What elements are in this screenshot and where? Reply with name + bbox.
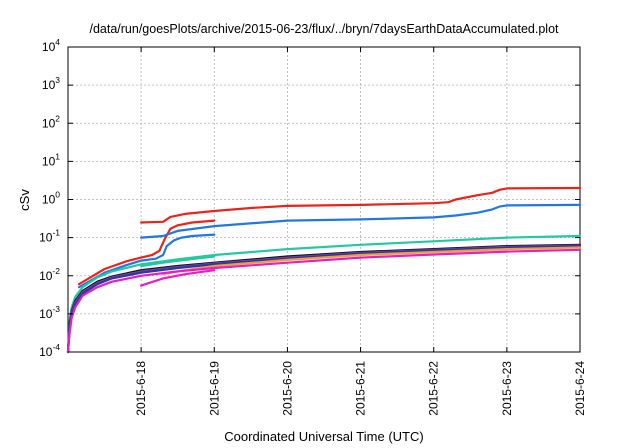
chart-title: /data/run/goesPlots/archive/2015-06-23/f…: [89, 22, 559, 36]
y-tick-label: 101: [42, 151, 60, 168]
series-line: [66, 234, 582, 354]
x-tick-label: 2015-6-21: [354, 361, 368, 416]
y-tick-label: 104: [42, 37, 60, 54]
x-tick-label: 2015-6-20: [280, 361, 294, 416]
grid: [68, 47, 580, 352]
y-tick-label: 10-1: [39, 228, 60, 245]
x-tick-label: 2015-6-24: [573, 361, 587, 416]
y-axis-ticks: 10-4 10-3 10-2 10-1 100 101 102 103 104: [39, 37, 580, 359]
y-tick-label: 100: [42, 190, 60, 207]
y-tick-label: 10-2: [39, 266, 60, 283]
series-line: [140, 269, 216, 287]
x-tick-label: 2015-6-18: [134, 361, 148, 416]
x-tick-label: 2015-6-23: [500, 361, 514, 416]
series-line: [140, 255, 216, 268]
series-line: [66, 245, 582, 354]
series-layer: [66, 186, 582, 354]
y-tick-label: 10-4: [39, 342, 60, 359]
series-line: [77, 233, 216, 289]
x-axis-label: Coordinated Universal Time (UTC): [224, 429, 423, 444]
x-tick-label: 2015-6-19: [207, 361, 221, 416]
x-axis-ticks: 2015-6-18 2015-6-19 2015-6-20 2015-6-21 2015…: [134, 47, 587, 416]
series-line: [66, 244, 582, 354]
x-tick-label: 2015-6-22: [427, 361, 441, 416]
series-line: [77, 219, 216, 286]
series-line: [140, 186, 582, 224]
y-tick-label: 10-3: [39, 304, 60, 321]
series-line: [140, 203, 582, 239]
y-tick-label: 102: [42, 113, 60, 130]
y-axis-label: cSv: [17, 189, 32, 211]
y-tick-label: 103: [42, 75, 60, 92]
